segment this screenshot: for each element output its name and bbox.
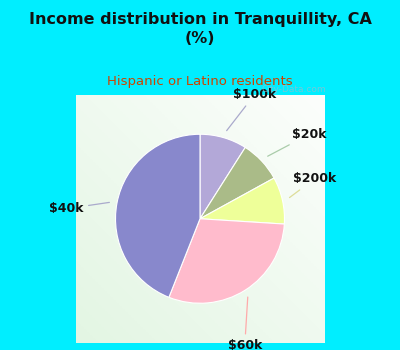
- Wedge shape: [200, 178, 284, 224]
- Wedge shape: [200, 134, 245, 219]
- Wedge shape: [169, 219, 284, 303]
- Text: $100k: $100k: [227, 88, 276, 131]
- Text: $200k: $200k: [290, 173, 336, 197]
- Text: City-Data.com: City-Data.com: [262, 85, 326, 93]
- Text: $40k: $40k: [48, 202, 109, 215]
- Text: Hispanic or Latino residents: Hispanic or Latino residents: [107, 75, 293, 88]
- Text: $20k: $20k: [268, 128, 326, 156]
- Text: $60k: $60k: [228, 297, 262, 350]
- Text: Income distribution in Tranquillity, CA
(%): Income distribution in Tranquillity, CA …: [28, 12, 372, 46]
- Wedge shape: [116, 134, 200, 297]
- Wedge shape: [200, 147, 274, 219]
